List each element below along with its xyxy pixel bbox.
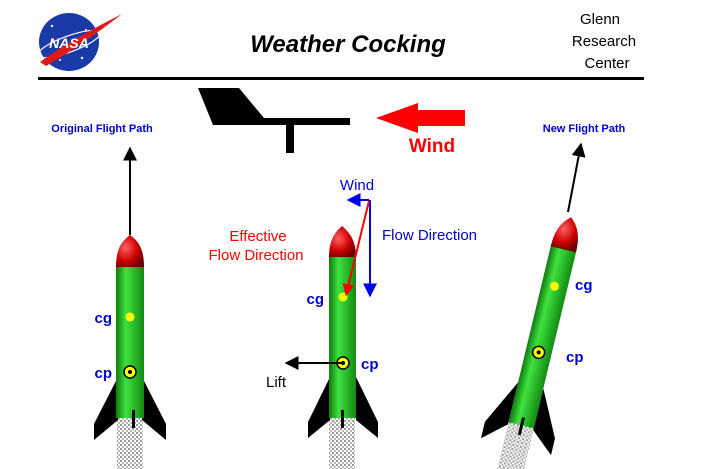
exhaust-plume bbox=[117, 410, 143, 469]
center-name-line-3: Center bbox=[584, 55, 629, 72]
wind-label: Wind bbox=[409, 136, 455, 157]
center-name-line-1: Glenn bbox=[580, 11, 620, 28]
left-fin bbox=[308, 377, 330, 438]
nose-cone bbox=[550, 217, 578, 253]
weather-vane-icon bbox=[198, 88, 350, 153]
new-flight-path-label: New Flight Path bbox=[543, 123, 626, 135]
cp-label: cp bbox=[566, 349, 584, 366]
center-fin bbox=[517, 417, 525, 436]
flow-direction-label: Flow Direction bbox=[382, 227, 477, 244]
exhaust-plume bbox=[493, 414, 536, 469]
header-divider bbox=[38, 77, 644, 80]
rocket-body bbox=[116, 265, 144, 418]
center-fin bbox=[341, 410, 344, 428]
page-title: Weather Cocking bbox=[250, 31, 446, 58]
effective-flow-label-line-2: Flow Direction bbox=[208, 247, 303, 264]
nasa-logo: NASA bbox=[37, 13, 122, 71]
center-fin bbox=[132, 410, 135, 428]
left-fin bbox=[480, 382, 519, 439]
rocket-new-path bbox=[480, 217, 578, 469]
lift-label: Lift bbox=[266, 374, 287, 391]
center-name-line-2: Research bbox=[572, 33, 636, 50]
nose-cone bbox=[116, 235, 144, 267]
nose-cone bbox=[329, 226, 356, 257]
left-fin bbox=[94, 377, 118, 440]
cg-label: cg bbox=[306, 291, 324, 308]
rocket-in-wind bbox=[308, 226, 378, 469]
new-flight-path-arrow bbox=[567, 142, 586, 213]
cg-marker bbox=[125, 312, 135, 322]
nasa-logo-text: NASA bbox=[49, 35, 89, 51]
wind-component-label: Wind bbox=[340, 177, 374, 194]
cg-label: cg bbox=[575, 277, 593, 294]
effective-flow-label-line-1: Effective bbox=[229, 228, 286, 245]
cg-marker bbox=[550, 281, 560, 291]
right-fin bbox=[356, 377, 378, 438]
right-fin bbox=[533, 388, 555, 456]
rocket-body bbox=[508, 244, 577, 429]
center-name: Glenn Research Center bbox=[572, 11, 636, 72]
rocket-body bbox=[329, 255, 356, 418]
wind-arrow bbox=[376, 103, 465, 133]
cp-label: cp bbox=[361, 356, 379, 373]
cg-label: cg bbox=[94, 310, 112, 327]
right-fin bbox=[142, 377, 166, 440]
rocket-original bbox=[94, 235, 166, 469]
effective-flow-arrow bbox=[342, 200, 370, 297]
cp-label: cp bbox=[94, 365, 112, 382]
original-flight-path-label: Original Flight Path bbox=[51, 123, 153, 135]
